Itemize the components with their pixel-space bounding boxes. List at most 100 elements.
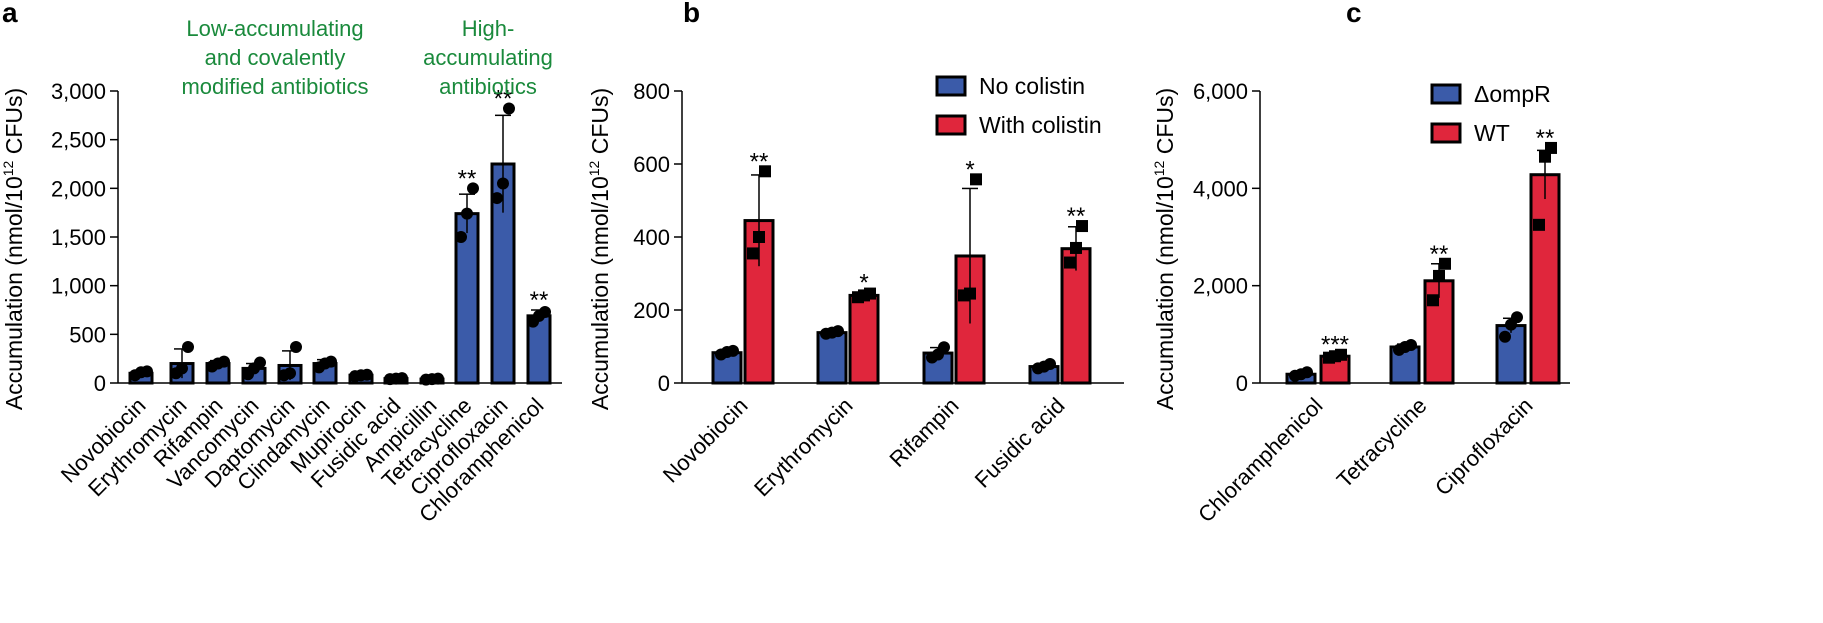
data-point — [1511, 311, 1523, 324]
significance-label: * — [859, 269, 868, 296]
group-label: Low-accumulating — [186, 16, 363, 41]
data-point — [396, 372, 408, 385]
significance-label: ** — [458, 165, 477, 192]
data-point — [1335, 348, 1347, 361]
panel-letter-c: c — [1346, 0, 1362, 28]
category-label: Rifampin — [884, 393, 963, 472]
y-axis-title: Accumulation (nmol/1012 CFUs) — [586, 88, 613, 410]
data-point — [361, 368, 373, 381]
y-tick-label: 0 — [658, 371, 670, 396]
data-point — [970, 173, 982, 186]
legend-label: WT — [1474, 120, 1510, 146]
significance-label: * — [965, 156, 974, 183]
data-point — [1439, 257, 1451, 270]
data-point — [727, 344, 739, 357]
y-tick-label: 0 — [1236, 371, 1248, 396]
data-point — [284, 367, 296, 380]
data-point — [747, 247, 759, 260]
significance-label: *** — [1321, 331, 1349, 358]
y-axis-title: Accumulation (nmol/1012 CFUs) — [0, 88, 27, 410]
data-point — [467, 182, 479, 195]
data-point — [218, 355, 230, 368]
y-tick-label: 1,500 — [51, 225, 106, 250]
data-point — [1499, 330, 1511, 343]
panel-b-chart: 0 200 400 600 800 Accumulation (nmol/1012 CFU… — [586, 73, 1124, 501]
data-point — [753, 231, 765, 243]
legend-label: With colistin — [979, 112, 1102, 138]
y-tick-label: 200 — [633, 298, 670, 323]
data-point — [1545, 141, 1557, 154]
data-point — [1405, 339, 1417, 352]
data-point — [503, 102, 515, 115]
significance-label: ** — [1430, 241, 1449, 268]
data-point — [1044, 358, 1056, 371]
data-point — [1070, 241, 1082, 254]
data-point — [141, 365, 153, 378]
panel-c-chart: 0 2,000 4,000 6,000 Accumulation (nmol/1012 … — [1151, 79, 1570, 527]
legend-swatch — [1430, 122, 1462, 144]
legend-label: ΔompR — [1474, 81, 1551, 107]
category-label: Chloramphenicol — [1193, 393, 1327, 527]
data-point — [1064, 256, 1076, 269]
significance-label: ** — [494, 86, 513, 113]
data-point — [254, 356, 266, 369]
data-point — [290, 340, 302, 353]
data-point — [432, 372, 444, 385]
group-label: accumulating — [423, 45, 553, 70]
y-tick-label: 6,000 — [1193, 79, 1248, 104]
y-tick-label: 600 — [633, 152, 670, 177]
data-point — [325, 355, 337, 368]
y-tick-label: 2,500 — [51, 128, 106, 153]
panel-letter-b: b — [683, 0, 700, 28]
legend-swatch — [1430, 83, 1462, 105]
bar — [848, 293, 880, 385]
data-point — [1433, 269, 1445, 282]
significance-label: ** — [750, 148, 769, 175]
data-point — [1427, 294, 1439, 307]
data-point — [497, 177, 509, 190]
y-tick-label: 500 — [69, 322, 106, 347]
legend-swatch — [935, 75, 967, 97]
group-label: and covalently — [205, 45, 346, 70]
group-label: antibiotics — [439, 74, 537, 99]
legend-swatch — [935, 114, 967, 136]
y-tick-label: 1,000 — [51, 274, 106, 299]
data-point — [182, 340, 194, 353]
legend-label: No colistin — [979, 73, 1085, 99]
data-point — [461, 207, 473, 220]
category-label: Novobiocin — [658, 393, 753, 488]
panel-letter-a: a — [2, 0, 18, 28]
data-point — [176, 362, 188, 375]
data-point — [964, 287, 976, 300]
data-point — [539, 305, 551, 318]
data-point — [1533, 218, 1545, 231]
significance-label: ** — [1067, 203, 1086, 230]
y-axis-title: Accumulation (nmol/1012 CFUs) — [1151, 88, 1178, 410]
data-point — [864, 287, 876, 300]
data-point — [832, 325, 844, 338]
y-tick-label: 4,000 — [1193, 176, 1248, 201]
group-label: High- — [462, 16, 515, 41]
data-point — [759, 165, 771, 178]
category-label: Ciprofloxacin — [1430, 393, 1538, 501]
y-tick-label: 2,000 — [51, 176, 106, 201]
bar — [816, 331, 848, 385]
significance-label: ** — [1536, 125, 1555, 152]
panel-a-chart: 0 500 1,000 1,500 2,000 2,500 3,000 Accumulatio… — [0, 16, 562, 527]
category-label: Erythromycin — [749, 393, 857, 501]
data-point — [491, 192, 503, 205]
y-tick-label: 3,000 — [51, 79, 106, 104]
category-label: Tetracycline — [1332, 393, 1432, 493]
data-point — [1076, 220, 1088, 233]
data-point — [455, 231, 467, 243]
y-tick-label: 2,000 — [1193, 274, 1248, 299]
y-tick-label: 800 — [633, 79, 670, 104]
data-point — [1301, 366, 1313, 379]
y-tick-label: 400 — [633, 225, 670, 250]
category-label: Fusidic acid — [970, 393, 1070, 493]
significance-label: ** — [530, 287, 549, 314]
data-point — [938, 341, 950, 354]
y-tick-label: 0 — [94, 371, 106, 396]
group-label: modified antibiotics — [181, 74, 368, 99]
